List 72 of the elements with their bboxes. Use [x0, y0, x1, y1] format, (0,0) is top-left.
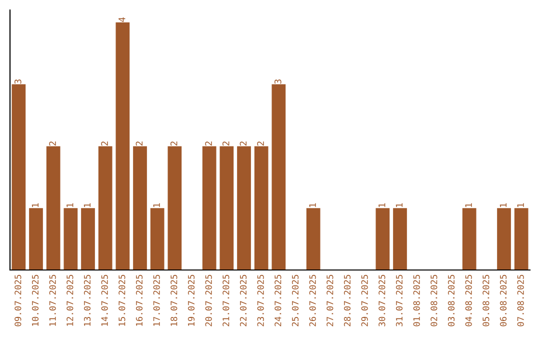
x-tick-label: 22.07.2025	[240, 274, 247, 326]
x-tick-label: 09.07.2025	[14, 274, 22, 326]
x-tick-label: 18.07.2025	[170, 274, 178, 326]
x-tick-label: 21.07.2025	[222, 274, 230, 326]
x-tick-label: 02.08.2025	[430, 274, 438, 326]
bar	[12, 84, 26, 270]
x-tick-label: 12.07.2025	[66, 274, 74, 326]
data-label: 1	[84, 203, 91, 208]
x-tick-label: 23.07.2025	[257, 274, 264, 326]
bar	[202, 146, 216, 270]
x-tick-label: 30.07.2025	[378, 274, 386, 326]
bar	[168, 146, 182, 270]
x-tick-label: 16.07.2025	[136, 274, 143, 326]
x-tick-label: 11.07.2025	[49, 274, 56, 326]
x-tick-label: 24.07.2025	[274, 274, 282, 326]
bar	[376, 208, 390, 270]
bar	[272, 84, 286, 270]
bar	[116, 22, 130, 270]
bar	[64, 208, 78, 270]
x-tick-label: 07.08.2025	[517, 274, 524, 326]
data-label: 3	[274, 80, 282, 84]
x-tick-label: 26.07.2025	[309, 274, 316, 326]
bar	[150, 208, 164, 270]
x-tick-label: 20.07.2025	[205, 274, 212, 326]
x-tick-label: 05.08.2025	[482, 274, 490, 326]
data-label: 2	[257, 142, 264, 146]
data-label: 1	[309, 203, 316, 208]
x-tick-label: 27.07.2025	[326, 274, 334, 326]
data-label: 4	[118, 17, 126, 22]
bar	[237, 146, 251, 270]
x-tick-label: 01.08.2025	[413, 274, 420, 326]
data-label: 1	[465, 203, 472, 208]
bar	[393, 208, 407, 270]
bar	[514, 208, 528, 270]
data-label: 1	[396, 203, 403, 208]
x-tick-label: 31.07.2025	[396, 274, 403, 326]
x-tick-label: 13.07.2025	[84, 274, 91, 326]
bar	[81, 208, 95, 270]
data-label: 2	[101, 142, 108, 146]
bar	[462, 208, 476, 270]
bar	[133, 146, 147, 270]
x-tick-label: 25.07.2025	[292, 274, 299, 326]
data-label: 1	[517, 203, 524, 208]
data-label: 2	[170, 142, 178, 146]
bar	[306, 208, 320, 270]
data-label: 1	[378, 203, 386, 208]
data-label: 2	[49, 142, 56, 146]
data-label: 1	[500, 203, 507, 208]
x-tick-label: 19.07.2025	[188, 274, 195, 326]
data-label: 3	[14, 80, 22, 84]
bar	[497, 208, 511, 270]
bar	[220, 146, 234, 270]
x-tick-label: 17.07.2025	[153, 274, 160, 326]
data-label: 2	[205, 142, 212, 146]
x-tick-label: 28.07.2025	[344, 274, 351, 326]
x-tick-label: 04.08.2025	[465, 274, 472, 326]
bar	[254, 146, 268, 270]
data-label: 1	[66, 203, 74, 208]
bar	[46, 146, 60, 270]
x-tick-label: 03.08.2025	[448, 274, 455, 326]
data-label: 1	[153, 203, 160, 208]
bar	[29, 208, 43, 270]
x-tick-label: 14.07.2025	[101, 274, 108, 326]
bar	[98, 146, 112, 270]
x-tick-label: 10.07.2025	[32, 274, 39, 326]
data-label: 2	[136, 142, 143, 146]
x-tick-label: 06.08.2025	[500, 274, 507, 326]
x-tick-label: 29.07.2025	[361, 274, 368, 326]
x-tick-label: 15.07.2025	[118, 274, 126, 326]
data-label: 2	[222, 142, 230, 146]
data-label: 1	[32, 203, 39, 208]
data-label: 2	[240, 142, 247, 146]
